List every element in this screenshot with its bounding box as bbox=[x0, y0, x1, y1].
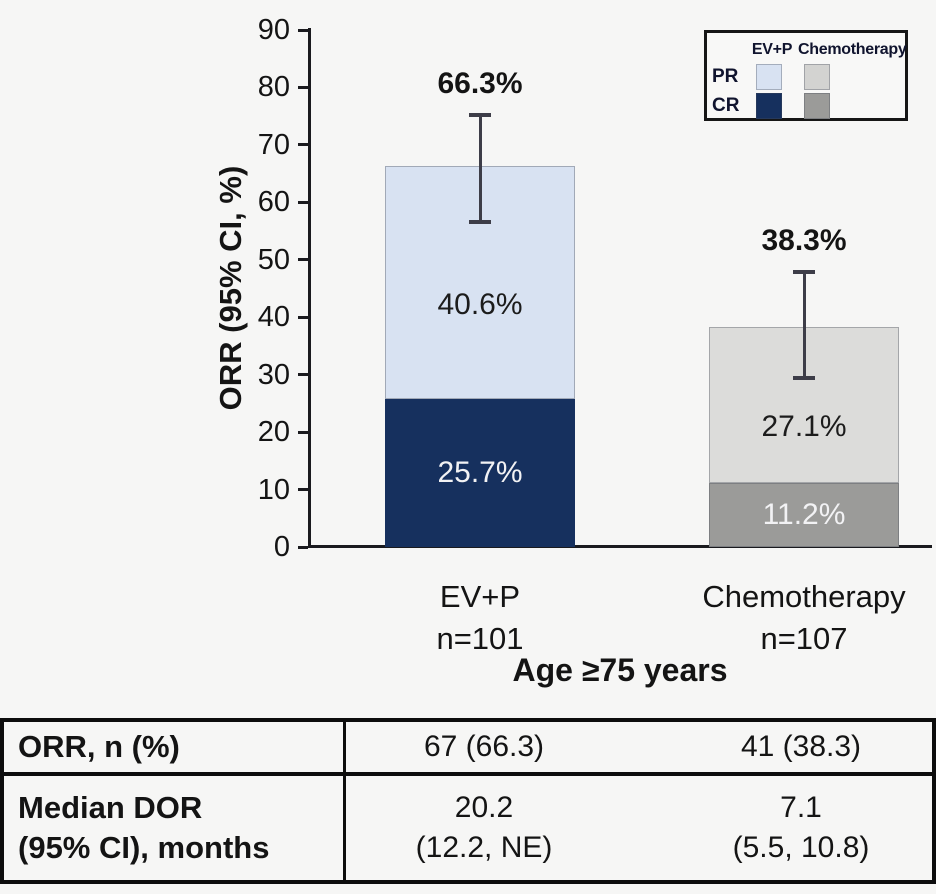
y-tick-label: 0 bbox=[273, 531, 290, 563]
y-tick-label: 30 bbox=[257, 358, 290, 391]
y-tick-label: 50 bbox=[257, 243, 290, 276]
legend-row-label-pr: PR bbox=[712, 65, 739, 87]
y-tick bbox=[298, 315, 308, 319]
y-tick bbox=[298, 545, 308, 549]
x-n-label: n=101 bbox=[436, 621, 524, 656]
error-bar-bottom-cap bbox=[793, 375, 815, 380]
bar-total-label: 66.3% bbox=[437, 66, 523, 100]
y-tick-label: 20 bbox=[257, 416, 290, 449]
segment-label: 11.2% bbox=[762, 497, 846, 531]
error-bar-line bbox=[802, 270, 806, 380]
y-tick-label: 80 bbox=[257, 71, 290, 104]
y-tick bbox=[298, 28, 308, 32]
legend-swatch-pr-chemo bbox=[804, 63, 830, 90]
error-bar bbox=[793, 270, 815, 380]
segment-label: 27.1% bbox=[761, 409, 847, 443]
table-label-line: (95% CI), months bbox=[18, 830, 270, 865]
y-tick-label: 40 bbox=[257, 301, 290, 334]
table-row-label: ORR, n (%) bbox=[4, 722, 346, 776]
segment-label: 40.6% bbox=[437, 287, 523, 321]
x-axis-line bbox=[308, 545, 932, 548]
y-tick bbox=[298, 143, 308, 147]
bar-segment-cr-chemo bbox=[709, 482, 899, 547]
table-value-chemo: 41 (38.3) bbox=[622, 722, 932, 776]
summary-table: ORR, n (%) 67 (66.3) 41 (38.3) Median DOR (9… bbox=[0, 718, 936, 884]
x-group-label: Chemotherapy bbox=[702, 579, 906, 614]
legend-swatch-cr-evp bbox=[756, 92, 782, 119]
table-value-line: 7.1 bbox=[780, 791, 822, 824]
table-value-line: 41 (38.3) bbox=[740, 730, 862, 763]
legend-col-header-chemotherapy: Chemotherapy bbox=[798, 40, 907, 58]
x-axis-title: Age ≥75 years bbox=[512, 652, 728, 688]
y-tick bbox=[298, 200, 308, 204]
legend-swatch-cell bbox=[746, 63, 798, 90]
table-value-evp: 20.2 (12.2, NE) bbox=[346, 776, 622, 880]
legend-swatch-pr-evp bbox=[756, 63, 782, 90]
legend-swatch-cell bbox=[746, 92, 798, 119]
table-value-chemo: 7.1 (5.5, 10.8) bbox=[622, 776, 932, 880]
bar-total-label: 38.3% bbox=[761, 224, 847, 258]
y-tick-label: 60 bbox=[257, 186, 290, 219]
error-bar-bottom-cap bbox=[469, 220, 491, 225]
bar-segment-cr-evp bbox=[385, 399, 575, 547]
table-row-label: Median DOR (95% CI), months bbox=[4, 776, 346, 880]
legend-swatch-cell bbox=[798, 63, 906, 90]
y-tick bbox=[298, 430, 308, 434]
table-label-line: Median DOR bbox=[18, 790, 203, 825]
table-value-line: 67 (66.3) bbox=[423, 730, 545, 763]
table-value-line: 20.2 bbox=[454, 791, 514, 824]
x-group-label: EV+P bbox=[439, 579, 521, 614]
y-tick-label: 10 bbox=[257, 473, 290, 506]
y-tick-label: 70 bbox=[257, 128, 290, 161]
y-tick bbox=[298, 85, 308, 89]
x-n-label: n=107 bbox=[760, 621, 848, 656]
legend-swatch-cell bbox=[798, 92, 906, 119]
y-tick bbox=[298, 488, 308, 492]
table-value-evp: 67 (66.3) bbox=[346, 722, 622, 776]
legend: EV+P Chemotherapy PR CR bbox=[704, 30, 908, 121]
y-tick-label: 90 bbox=[257, 14, 290, 46]
table-value-line: (12.2, NE) bbox=[415, 831, 553, 864]
legend-grid: EV+P Chemotherapy PR CR bbox=[707, 33, 907, 119]
table-value-line: (5.5, 10.8) bbox=[732, 831, 870, 864]
y-axis-line bbox=[308, 28, 311, 548]
y-tick bbox=[298, 258, 308, 262]
error-bar bbox=[469, 112, 491, 225]
table-label-line: ORR, n (%) bbox=[18, 729, 180, 764]
legend-col-header-evp: EV+P bbox=[751, 40, 793, 58]
segment-label: 25.7% bbox=[437, 456, 523, 490]
legend-swatch-cr-chemo bbox=[804, 92, 830, 119]
legend-row-label-cr: CR bbox=[712, 94, 740, 116]
y-tick bbox=[298, 373, 308, 377]
error-bar-line bbox=[478, 112, 482, 225]
